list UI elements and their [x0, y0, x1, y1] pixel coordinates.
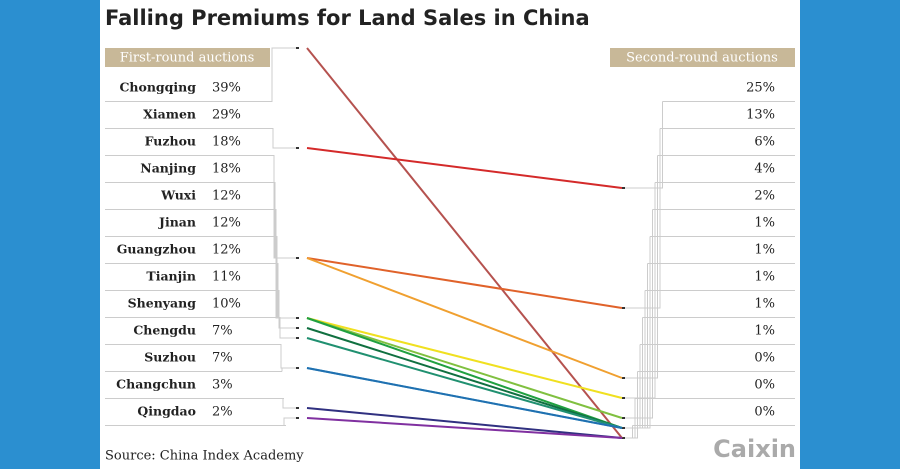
leader-line: [262, 47, 297, 102]
slope-line: [306, 47, 623, 439]
header-bg: [105, 48, 270, 67]
logo: Caixin: [713, 435, 796, 463]
right-value-label: 0%: [754, 351, 775, 366]
left-point: [296, 407, 299, 409]
panel: [100, 0, 800, 469]
right-point: [622, 187, 625, 189]
left-value-label: 39%: [212, 81, 241, 96]
right-point: [622, 417, 625, 419]
left-value-label: 11%: [212, 270, 241, 285]
slope-line: [306, 257, 623, 379]
right-value-label: 1%: [754, 324, 775, 339]
slope-line: [306, 327, 623, 429]
left-point: [296, 147, 299, 149]
city-label: Shenyang: [128, 296, 197, 311]
right-value-label: 13%: [746, 108, 775, 123]
slope-line: [306, 317, 623, 429]
left-value-label: 7%: [212, 351, 233, 366]
slope-line: [306, 417, 623, 439]
city-label: Changchun: [116, 377, 196, 392]
left-value-label: 2%: [212, 405, 233, 420]
right-value-label: 6%: [754, 135, 775, 150]
right-point: [622, 397, 625, 399]
right-header: Second-round auctions: [626, 51, 778, 66]
right-value-label: 1%: [754, 216, 775, 231]
slope-line: [306, 257, 623, 309]
left-point: [296, 337, 299, 339]
leader-line: [624, 209, 653, 419]
left-value-label: 10%: [212, 297, 241, 312]
leader-line: [281, 367, 297, 372]
source: Source: China Index Academy: [105, 449, 304, 464]
left-point: [296, 47, 299, 49]
city-label: Guangzhou: [117, 242, 196, 257]
city-label: Nanjing: [140, 161, 196, 176]
leader-line: [624, 155, 658, 379]
city-label: Chengdu: [133, 323, 196, 338]
leader-line: [624, 344, 641, 429]
left-value-label: 12%: [212, 216, 241, 231]
left-value-label: 12%: [212, 243, 241, 258]
city-label: Qingdao: [137, 404, 196, 419]
left-point: [296, 257, 299, 259]
leader-line: [282, 398, 297, 409]
leader-line: [268, 182, 297, 259]
leader-line: [624, 128, 661, 309]
left-value-label: 18%: [212, 162, 241, 177]
left-point: [296, 327, 299, 329]
leader-line: [624, 425, 633, 439]
leader-line: [283, 417, 297, 426]
city-label: Jinan: [158, 215, 196, 230]
city-label: Fuzhou: [145, 134, 196, 149]
city-label: Chongqing: [119, 80, 196, 95]
slope-line: [306, 147, 623, 189]
left-value-label: 12%: [212, 189, 241, 204]
slope-line: [306, 337, 623, 429]
left-point: [296, 367, 299, 369]
left-value-label: 3%: [212, 378, 233, 393]
slope-line: [306, 407, 623, 439]
header-bg: [610, 48, 795, 67]
leader-line: [276, 290, 297, 329]
leader-line: [278, 317, 297, 339]
left-header: First-round auctions: [120, 51, 255, 66]
leader-line: [264, 128, 297, 149]
city-label: Xiamen: [143, 107, 196, 122]
right-value-label: 1%: [754, 270, 775, 285]
slope-line: [306, 317, 623, 419]
city-label: Suzhou: [144, 350, 196, 365]
right-value-label: 1%: [754, 297, 775, 312]
right-value-label: 0%: [754, 378, 775, 393]
left-point: [296, 417, 299, 419]
slope-line: [306, 367, 623, 429]
left-value-label: 29%: [212, 108, 241, 123]
right-value-label: 4%: [754, 162, 775, 177]
chart-title: Falling Premiums for Land Sales in China: [105, 6, 590, 30]
left-value-label: 18%: [212, 135, 241, 150]
left-value-label: 7%: [212, 324, 233, 339]
leader-line: [624, 101, 663, 189]
right-value-label: 2%: [754, 189, 775, 204]
slope-line: [306, 317, 623, 399]
right-value-label: 0%: [754, 405, 775, 420]
right-point: [622, 427, 625, 429]
city-label: Tianjin: [146, 269, 196, 284]
right-point: [622, 307, 625, 309]
left-point: [296, 317, 299, 319]
right-point: [622, 437, 625, 439]
right-value-label: 1%: [754, 243, 775, 258]
city-label: Wuxi: [160, 188, 196, 203]
right-point: [622, 377, 625, 379]
right-value-label: 25%: [746, 81, 775, 96]
